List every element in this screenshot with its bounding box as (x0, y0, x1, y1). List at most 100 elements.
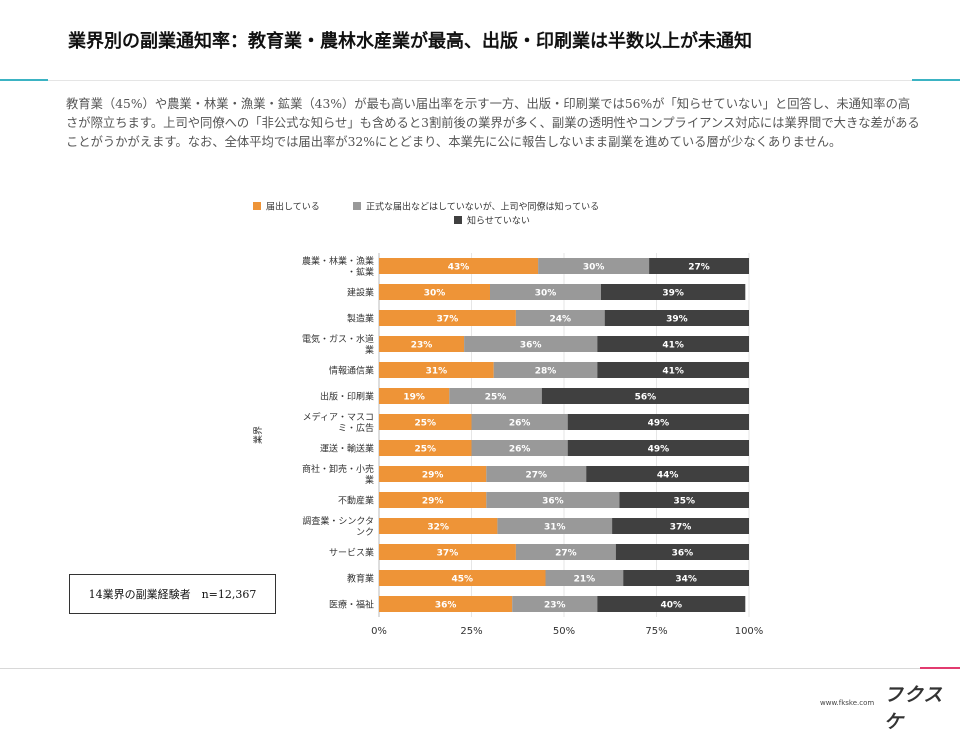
category-label-11: サービス業 (329, 547, 374, 559)
data-label-0-6: 25% (414, 419, 436, 429)
category-label-2: 製造業 (347, 313, 374, 325)
category-label-6: メディア・マスコミ・広告 (303, 411, 374, 434)
bar-segment-0-5 (379, 388, 450, 404)
bar-segment-1-4 (493, 362, 598, 378)
y-axis-title: 業界 (252, 426, 264, 444)
bar-segment-2-0 (649, 258, 749, 274)
data-label-0-13: 36% (435, 601, 457, 611)
bar-segment-0-12 (379, 570, 546, 586)
x-tick-label-2: 50% (553, 626, 575, 637)
footer-url[interactable]: www.fkske.com (820, 699, 875, 707)
bar-segment-0-13 (379, 596, 513, 612)
category-label-7: 運送・輸送業 (320, 443, 374, 455)
data-label-2-5: 56% (635, 393, 657, 403)
category-label-5: 出版・印刷業 (320, 391, 374, 403)
bar-segment-1-11 (515, 544, 616, 560)
data-label-1-13: 23% (544, 601, 566, 611)
data-label-1-7: 26% (509, 445, 531, 455)
bar-segment-2-13 (597, 596, 746, 612)
top-divider-accent-left (0, 79, 48, 81)
bar-segment-1-9 (486, 492, 620, 508)
bottom-divider-accent (920, 667, 960, 669)
category-label-10: 調査業・シンクタンク (302, 515, 374, 538)
x-tick-label-1: 25% (460, 626, 482, 637)
bar-segment-0-4 (379, 362, 494, 378)
bar-segment-2-8 (586, 466, 749, 482)
data-label-2-11: 36% (672, 549, 694, 559)
data-label-2-8: 44% (657, 471, 679, 481)
data-label-0-0: 43% (448, 263, 470, 273)
data-label-2-0: 27% (688, 263, 710, 273)
data-label-1-11: 27% (555, 549, 577, 559)
category-label-0: 農業・林業・漁業・鉱業 (302, 255, 374, 278)
data-label-2-1: 39% (662, 289, 684, 299)
bottom-divider (0, 667, 960, 669)
data-label-2-3: 41% (662, 341, 684, 351)
data-label-2-10: 37% (670, 523, 692, 533)
bar-segment-0-0 (379, 258, 539, 274)
data-label-0-3: 23% (411, 341, 433, 351)
bar-segment-1-6 (471, 414, 568, 430)
legend-swatch-0 (253, 202, 261, 210)
top-divider (0, 79, 960, 81)
x-tick-label-4: 100% (735, 626, 764, 637)
bar-segment-0-1 (379, 284, 490, 300)
data-label-2-7: 49% (648, 445, 670, 455)
bar-segment-0-3 (379, 336, 465, 352)
bar-segment-1-8 (486, 466, 587, 482)
bar-segment-0-8 (379, 466, 487, 482)
data-label-0-12: 45% (451, 575, 473, 585)
data-label-2-6: 49% (648, 419, 670, 429)
category-label-1: 建設業 (347, 287, 374, 299)
category-label-3: 電気・ガス・水道業 (302, 333, 374, 356)
data-label-2-12: 34% (675, 575, 697, 585)
description-text: 教育業（45%）や農業・林業・漁業・鉱業（43%）が最も高い届出率を示す一方、出… (66, 97, 920, 149)
data-label-1-10: 31% (544, 523, 566, 533)
bar-segment-2-7 (567, 440, 749, 456)
bar-segment-0-9 (379, 492, 487, 508)
bar-segment-0-7 (379, 440, 472, 456)
legend-label-2: 知らせていない (467, 215, 530, 227)
data-label-0-1: 30% (424, 289, 446, 299)
data-label-0-7: 25% (414, 445, 436, 455)
legend-swatch-1 (353, 202, 361, 210)
category-label-13: 医療・福祉 (329, 599, 374, 611)
data-label-1-2: 24% (550, 315, 572, 325)
data-label-0-10: 32% (427, 523, 449, 533)
data-label-1-1: 30% (535, 289, 557, 299)
bar-segment-2-3 (597, 336, 749, 352)
data-label-2-13: 40% (661, 601, 683, 611)
data-label-1-5: 25% (485, 393, 507, 403)
bar-segment-1-0 (538, 258, 650, 274)
sample-note: 14業界の副業経験者 n=12,367 (69, 574, 276, 614)
top-divider-accent-right (912, 79, 960, 81)
legend-label-0: 届出している (266, 201, 320, 213)
data-label-0-8: 29% (422, 471, 444, 481)
legend-label-1: 正式な届出などはしていないが、上司や同僚は知っている (366, 201, 599, 213)
bar-segment-1-10 (497, 518, 613, 534)
bar-segment-1-1 (490, 284, 601, 300)
bar-segment-2-1 (601, 284, 746, 300)
legend-swatch-2 (454, 216, 462, 224)
data-label-0-9: 29% (422, 497, 444, 507)
data-label-0-4: 31% (426, 367, 448, 377)
data-label-1-8: 27% (525, 471, 547, 481)
bar-segment-2-2 (604, 310, 749, 326)
data-label-1-12: 21% (574, 575, 596, 585)
bar-segment-1-12 (545, 570, 624, 586)
data-label-2-4: 41% (662, 367, 684, 377)
bar-segment-1-13 (512, 596, 598, 612)
x-tick-label-3: 75% (645, 626, 667, 637)
category-label-4: 情報通信業 (329, 365, 374, 377)
bar-segment-1-5 (449, 388, 542, 404)
data-label-0-5: 19% (403, 393, 425, 403)
bar-segment-0-11 (379, 544, 516, 560)
data-label-0-2: 37% (437, 315, 459, 325)
bar-segment-0-2 (379, 310, 516, 326)
bar-segment-2-9 (619, 492, 749, 508)
data-label-0-11: 37% (437, 549, 459, 559)
bar-segment-2-10 (612, 518, 749, 534)
data-label-1-6: 26% (509, 419, 531, 429)
category-label-8: 商社・卸売・小売業 (302, 463, 374, 486)
